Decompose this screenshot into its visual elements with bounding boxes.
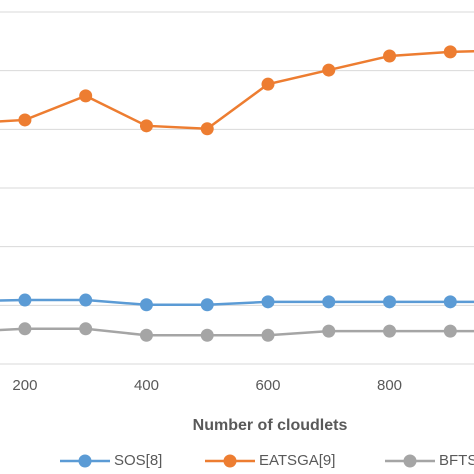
data-point (322, 63, 336, 77)
x-tick-label: 800 (377, 377, 402, 394)
data-point (139, 119, 153, 133)
data-point (200, 122, 214, 136)
data-point (139, 298, 153, 312)
data-point (200, 328, 214, 342)
data-point (18, 293, 32, 307)
legend-label: SOS[8] (114, 452, 162, 469)
data-point (139, 328, 153, 342)
data-point (18, 322, 32, 336)
data-point (79, 89, 93, 103)
data-point (261, 295, 275, 309)
data-point (322, 295, 336, 309)
data-point (18, 113, 32, 127)
data-point (261, 77, 275, 91)
data-point (200, 298, 214, 312)
series-line (0, 49, 474, 131)
x-tick-label: 400 (134, 377, 159, 394)
data-point (322, 324, 336, 338)
data-point (383, 49, 397, 63)
data-point (383, 324, 397, 338)
data-point (79, 293, 93, 307)
legend-marker (78, 454, 92, 468)
legend-marker (223, 454, 237, 468)
x-tick-label: 600 (255, 377, 280, 394)
x-tick-label: 200 (12, 377, 37, 394)
data-point (443, 324, 457, 338)
legend-label: BFTS (439, 452, 474, 469)
data-point (443, 45, 457, 59)
x-axis-title: Number of cloudlets (193, 417, 348, 434)
data-point (383, 295, 397, 309)
data-point (79, 322, 93, 336)
series-line (0, 327, 474, 337)
data-point (443, 295, 457, 309)
legend-marker (403, 454, 417, 468)
plot-area (0, 11, 474, 365)
legend-label: EATSGA[9] (259, 452, 335, 469)
data-point (261, 328, 275, 342)
series-line (0, 298, 474, 306)
